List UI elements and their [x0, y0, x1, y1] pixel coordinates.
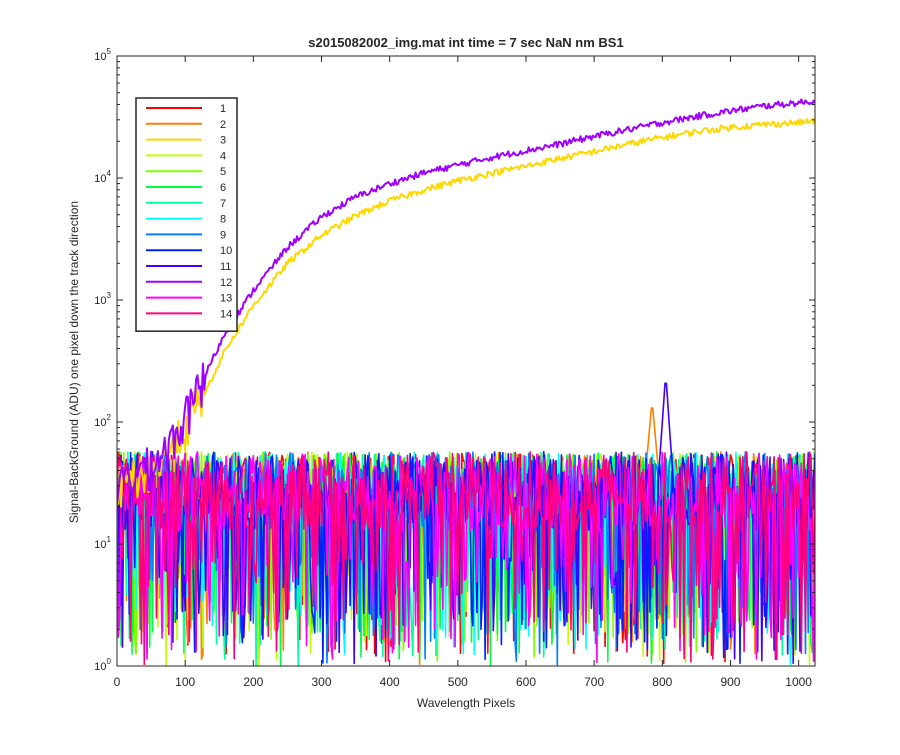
- legend-label: 5: [220, 166, 226, 178]
- y-tick-label-base: 10: [94, 417, 106, 429]
- x-tick-label: 300: [311, 675, 331, 689]
- y-tick-label: 100: [94, 657, 111, 673]
- x-axis-label: Wavelength Pixels: [417, 696, 515, 710]
- x-tick-label: 0: [114, 675, 121, 689]
- y-tick-label-base: 10: [94, 51, 106, 63]
- x-tick-label: 700: [584, 675, 604, 689]
- legend-box: [135, 97, 238, 332]
- y-tick-label-exponent: 0: [107, 657, 112, 666]
- legend-label: 4: [220, 150, 226, 162]
- x-tick-label: 100: [175, 675, 195, 689]
- legend-label: 14: [220, 308, 232, 320]
- y-tick-label: 105: [94, 47, 111, 63]
- legend-label: 9: [220, 229, 226, 241]
- y-tick-label: 103: [94, 291, 111, 307]
- y-tick-label-base: 10: [94, 295, 106, 307]
- legend-label: 2: [220, 119, 226, 131]
- x-tick-label: 600: [516, 675, 536, 689]
- legend-label: 7: [220, 198, 226, 210]
- x-tick-label: 1000: [785, 675, 812, 689]
- series-line-14: [117, 451, 815, 665]
- y-tick-label-exponent: 4: [107, 169, 112, 178]
- legend-label: 1: [220, 103, 226, 115]
- legend-label: 11: [220, 261, 231, 273]
- legend-label: 6: [220, 182, 226, 194]
- y-tick-label-exponent: 5: [107, 47, 112, 56]
- legend-label: 8: [220, 214, 226, 226]
- y-tick-label-exponent: 1: [107, 535, 112, 544]
- chart-title: s2015082002_img.mat int time = 7 sec NaN…: [308, 35, 623, 50]
- x-tick-label: 800: [652, 675, 672, 689]
- axes: 0 100 200 300 400 500 600 700 800 900 100010010110…: [94, 47, 816, 689]
- y-tick-label: 101: [94, 535, 111, 551]
- legend-label: 12: [220, 277, 232, 289]
- y-tick-label-base: 10: [94, 539, 106, 551]
- y-tick-label-base: 10: [94, 661, 106, 673]
- series-line-3: [117, 117, 815, 508]
- y-tick-label-base: 10: [94, 173, 106, 185]
- axis-box: [116, 55, 816, 667]
- y-tick-label: 102: [94, 413, 111, 429]
- legend-label: 3: [220, 135, 226, 147]
- y-axis-label: Signal-BackGround (ADU) one pixel down t…: [67, 201, 81, 523]
- series-lines: [117, 98, 815, 666]
- x-tick-label: 200: [243, 675, 263, 689]
- legend-label: 10: [220, 245, 232, 257]
- series-line-13: [117, 451, 815, 664]
- x-tick-label: 400: [380, 675, 400, 689]
- legend-label: 13: [220, 293, 232, 305]
- y-tick-label: 104: [94, 169, 111, 185]
- y-tick-label-exponent: 3: [107, 291, 112, 300]
- y-tick-label-exponent: 2: [107, 413, 112, 422]
- x-tick-label: 500: [448, 675, 468, 689]
- x-tick-label: 900: [720, 675, 740, 689]
